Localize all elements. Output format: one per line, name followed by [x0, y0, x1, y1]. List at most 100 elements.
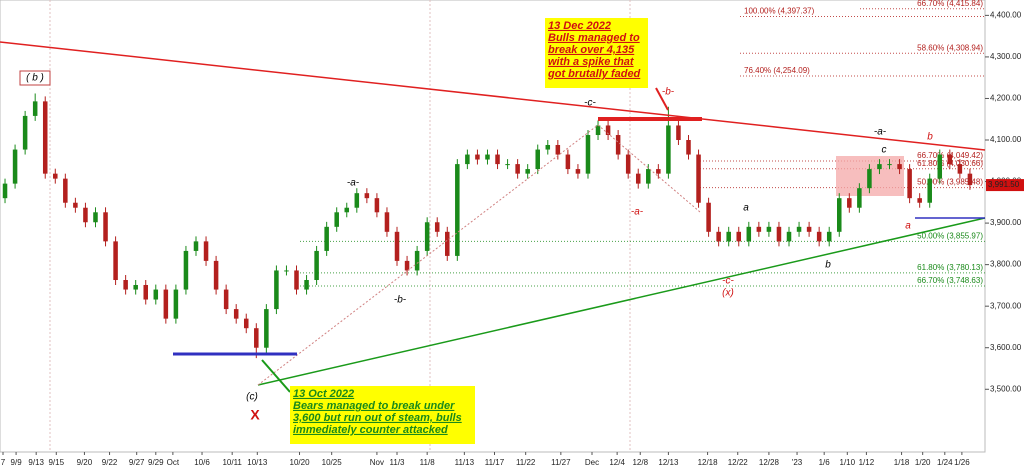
- candle-body: [766, 226, 772, 232]
- x-tick-label: 11/22: [516, 458, 536, 467]
- x-tick-label: 12/18: [698, 458, 719, 467]
- x-tick-label: 9/29: [148, 458, 164, 467]
- candle-body: [635, 173, 641, 184]
- wave-label: -a-: [347, 178, 360, 189]
- wave-label: -b-: [394, 295, 407, 306]
- x-tick-label: 9/15: [48, 458, 64, 467]
- x-tick-label: 9/20: [77, 458, 93, 467]
- candle-body: [525, 169, 530, 174]
- candle-body: [826, 231, 832, 242]
- callout-line: break over 4,135: [548, 44, 635, 56]
- fib-label: 50.00% (3,855.97): [917, 231, 983, 240]
- candle-body: [686, 140, 691, 155]
- wave-label: b: [927, 132, 933, 143]
- x-tick-label: 9/22: [102, 458, 118, 467]
- label-box: [19, 70, 51, 86]
- fib-label: 50.00% (3,985.48): [917, 178, 983, 187]
- candle-body: [485, 154, 490, 160]
- candle-body: [294, 270, 299, 290]
- y-tick-label: 3,900.00: [990, 218, 1022, 227]
- last-price-label: 3,991.50: [988, 180, 1020, 189]
- callout-line: immediately counter attacked: [293, 424, 448, 436]
- candle-body: [193, 241, 199, 251]
- candle-body: [284, 270, 289, 272]
- candle-body: [857, 188, 862, 208]
- candle-body: [233, 309, 239, 319]
- candle-body: [917, 198, 922, 203]
- candle-body: [394, 231, 400, 261]
- candle-body: [404, 260, 410, 271]
- y-tick-label: 3,700.00: [990, 301, 1022, 310]
- candle-body: [153, 289, 159, 300]
- candle-body: [434, 222, 440, 232]
- candle-body: [585, 135, 591, 174]
- callout-line: got brutally faded: [547, 68, 641, 80]
- x-tick-label: 9/13: [28, 458, 44, 467]
- candle-body: [877, 164, 882, 170]
- candle-body: [12, 149, 18, 184]
- x-tick-label: 1/6: [819, 458, 831, 467]
- x-tick-label: 11/27: [551, 458, 571, 467]
- candle-body: [374, 198, 380, 213]
- callout-line: 3,600 but run out of steam, bulls: [293, 412, 462, 424]
- candle-body: [83, 207, 88, 223]
- trendline: [257, 124, 599, 386]
- candle-body: [847, 198, 852, 208]
- callout-title: 13 Dec 2022: [548, 20, 611, 32]
- trendline: [0, 41, 986, 151]
- candle-body: [103, 212, 108, 242]
- wave-label: ( b ): [26, 73, 44, 84]
- candle-body: [615, 135, 621, 155]
- candle-body: [927, 178, 932, 203]
- x-tick-label: 10/20: [290, 458, 311, 467]
- candle-body: [836, 198, 842, 232]
- wave-label: a: [905, 221, 911, 232]
- candle-body: [264, 309, 269, 348]
- callout-line: Bulls managed to: [548, 32, 640, 44]
- candle-body: [32, 101, 38, 116]
- candle-body: [696, 154, 701, 203]
- candle-body: [274, 270, 279, 310]
- candle-body: [213, 260, 219, 290]
- candle-body: [515, 164, 520, 174]
- fib-label: 100.00% (4,397.37): [744, 7, 815, 16]
- wave-label: -c-: [584, 98, 596, 109]
- candle-body: [646, 169, 651, 184]
- x-tick-label: 11/8: [420, 458, 436, 467]
- candle-body: [465, 154, 470, 165]
- candle-body: [163, 289, 169, 319]
- x-tick-label: 1/24: [937, 458, 953, 467]
- x-tick-label: 9/9: [11, 458, 23, 467]
- candle-body: [424, 222, 430, 251]
- candle-body: [746, 226, 752, 242]
- candle-body: [535, 149, 540, 170]
- wave-label: (c): [246, 392, 258, 403]
- fib-label: 66.70% (4,415.84): [917, 0, 983, 8]
- x-tick-label: 1/20: [915, 458, 931, 467]
- plot-area: [0, 0, 986, 453]
- x-tick-label: 1/18: [894, 458, 910, 467]
- y-tick-label: 3,600.00: [990, 343, 1022, 352]
- candle-body: [414, 250, 420, 271]
- x-tick-label: '23: [792, 458, 803, 467]
- candle-body: [73, 202, 78, 208]
- candle-body: [947, 154, 953, 165]
- wave-label: -a-: [631, 207, 644, 218]
- x-tick-label: 10/6: [194, 458, 210, 467]
- wave-label: (x): [722, 288, 734, 299]
- candle-body: [776, 226, 782, 242]
- wave-label: -a-: [874, 127, 887, 138]
- trendline: [257, 217, 986, 386]
- callout-line: Bears managed to break under: [293, 400, 455, 412]
- candle-body: [223, 289, 229, 310]
- y-tick-label: 4,100.00: [990, 135, 1022, 144]
- fib-label: 76.40% (4,254.09): [744, 66, 810, 75]
- candle-body: [254, 328, 259, 348]
- x-tick-label: 1/26: [954, 458, 970, 467]
- x-tick-label: 11/17: [485, 458, 505, 467]
- y-tick-label: 3,500.00: [990, 384, 1022, 393]
- x-tick-label: 11/13: [455, 458, 475, 467]
- candle-body: [495, 154, 500, 165]
- candle-body: [505, 164, 510, 166]
- candle-body: [123, 280, 128, 290]
